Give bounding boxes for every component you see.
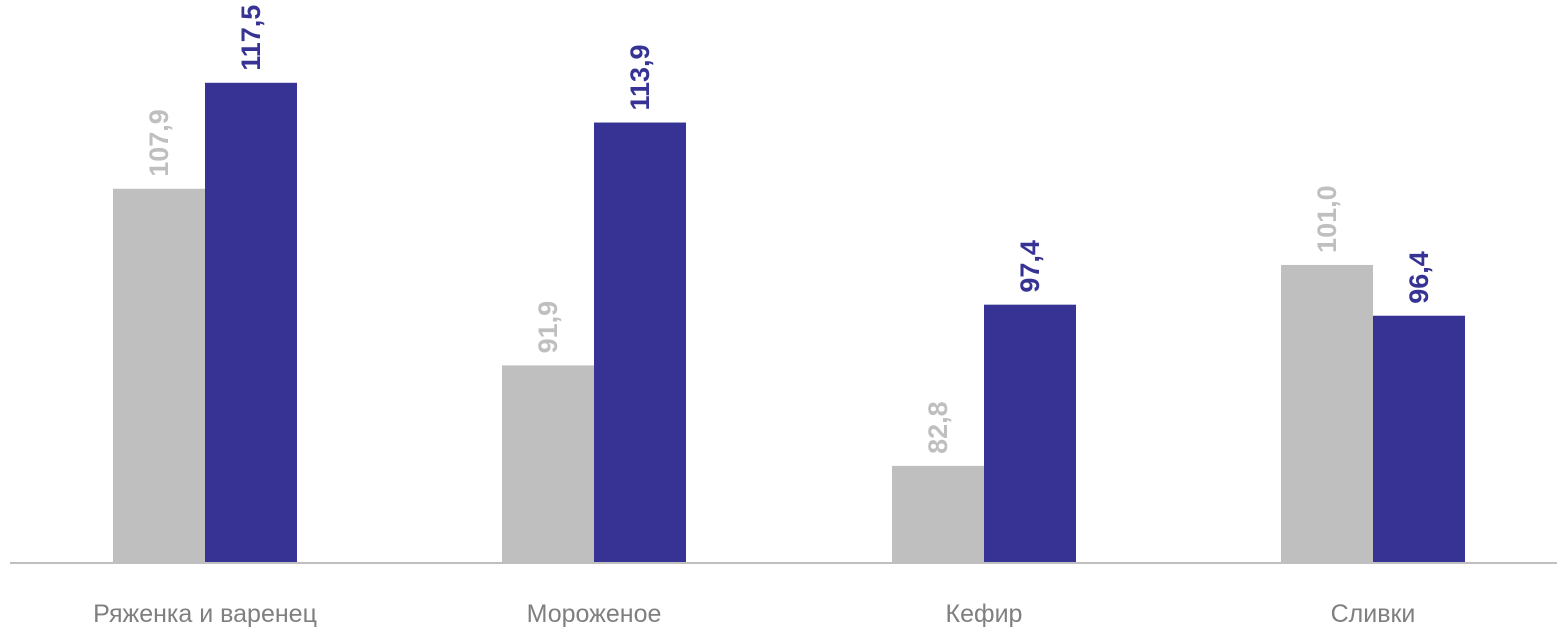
value-label-series1-cat3: 82,8 (923, 401, 953, 454)
value-label-series2-cat3: 97,4 (1015, 240, 1045, 293)
category-label-2: Мороженое (527, 600, 662, 627)
value-label-series1-cat2: 91,9 (533, 301, 563, 354)
value-label-series2-cat2: 113,9 (625, 44, 655, 110)
bar-series2-cat2 (594, 122, 686, 564)
category-label-1: Ряженка и варенец (93, 600, 317, 627)
value-label-series2-cat4: 96,4 (1404, 251, 1434, 304)
value-label-series2-cat1: 117,5 (236, 5, 266, 71)
bar-series2-cat1 (205, 82, 297, 563)
value-label-series1-cat4: 101,0 (1312, 185, 1342, 253)
value-labels-layer: 107,9 117,5 91,9 113,9 82,8 97,4 101,0 96,4 (144, 5, 1434, 454)
bar-series1-cat3 (892, 465, 984, 563)
bar-series1-cat4 (1281, 264, 1373, 563)
category-labels-layer: Ряженка и варенец Мороженое Кефир Сливки (93, 600, 1415, 627)
bar-series1-cat2 (502, 365, 594, 563)
bar-series2-cat4 (1373, 315, 1465, 563)
bar-series1-cat1 (113, 188, 205, 564)
category-label-4: Сливки (1331, 600, 1416, 627)
category-label-3: Кефир (946, 600, 1023, 627)
value-label-series1-cat1: 107,9 (144, 109, 174, 177)
bar-series2-cat3 (984, 304, 1076, 563)
bars-layer (113, 82, 1465, 564)
